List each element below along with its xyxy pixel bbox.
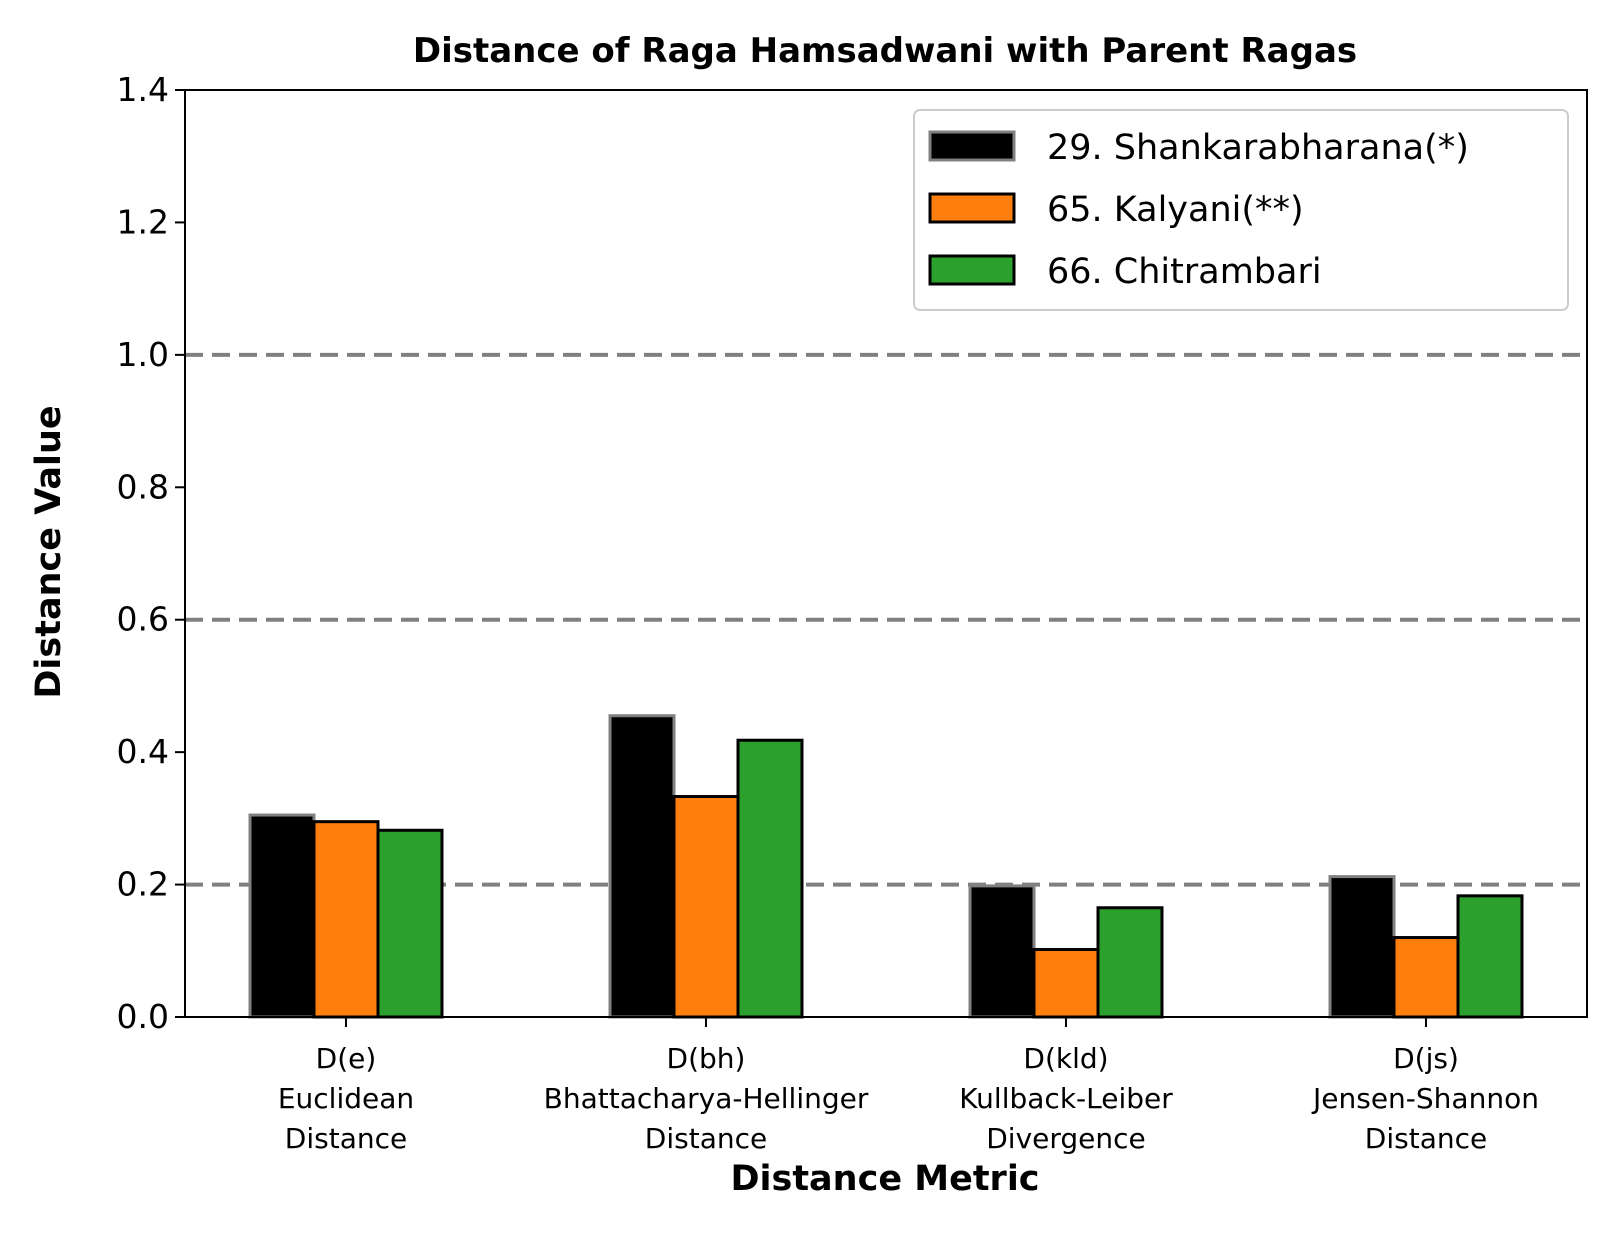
x-tick-label-2: D(kld) Kullback-Leiber Divergence <box>959 1042 1173 1155</box>
bar-series-0-cat-3 <box>1328 875 1396 1019</box>
x-tick-label-line-2-2: Divergence <box>986 1122 1146 1155</box>
x-tick-label-line-3-0: D(js) <box>1393 1042 1459 1075</box>
bar-series-0-cat-2 <box>968 884 1036 1019</box>
x-axis: D(e) Euclidean Distance D(bh) Bhattacharya-H… <box>278 1017 1539 1155</box>
bar-series-1-cat-2 <box>1032 947 1100 1019</box>
bar-series-2-cat-0 <box>376 828 444 1019</box>
x-tick-label-0: D(e) Euclidean Distance <box>278 1042 414 1155</box>
legend-label-1: 65. Kalyani(**) <box>1047 190 1304 230</box>
bar-series-1-cat-0 <box>312 820 380 1019</box>
bar-series-2-cat-1 <box>736 738 804 1019</box>
legend-swatch-1 <box>928 192 1016 224</box>
x-tick-label-line-1-1: Bhattacharya-Hellinger <box>544 1082 869 1115</box>
x-tick-label-line-2-0: D(kld) <box>1023 1042 1108 1075</box>
y-tick-label-3: 0.6 <box>117 600 169 639</box>
x-tick-label-line-2-1: Kullback-Leiber <box>959 1082 1173 1115</box>
x-tick-label-line-3-2: Distance <box>1365 1122 1487 1155</box>
bar-series-0-cat-1 <box>608 714 676 1019</box>
bar-series-2-cat-2 <box>1096 906 1164 1019</box>
bar-series-1-cat-1 <box>672 795 740 1019</box>
y-axis: 0.0 0.2 0.4 0.6 0.8 1.0 1.2 1.4 <box>117 70 185 1036</box>
bar-series-1-cat-3 <box>1392 936 1460 1019</box>
x-tick-label-line-0-2: Distance <box>285 1122 407 1155</box>
y-tick-label-5: 1.0 <box>117 335 169 374</box>
y-tick-label-2: 0.4 <box>117 732 169 771</box>
y-axis-title: Distance Value <box>29 405 69 698</box>
legend-frame <box>913 109 1569 311</box>
x-axis-title: Distance Metric <box>730 1159 1039 1199</box>
x-tick-label-line-3-1: Jensen-Shannon <box>1311 1082 1539 1115</box>
chart-title: Distance of Raga Hamsadwani with Parent … <box>413 31 1357 71</box>
y-tick-label-1: 0.2 <box>117 865 169 904</box>
legend-swatch-2 <box>928 254 1016 286</box>
x-tick-label-line-0-1: Euclidean <box>278 1082 414 1115</box>
legend-label-0: 29. Shankarabharana(*) <box>1047 128 1469 168</box>
plot-frame <box>184 89 1588 1018</box>
bar-series-2-cat-3 <box>1456 894 1524 1019</box>
legend-label-2: 66. Chitrambari <box>1047 252 1322 292</box>
y-tick-label-4: 0.8 <box>117 467 169 506</box>
legend: 29. Shankarabharana(*) 65. Kalyani(**) 66.… <box>913 109 1569 311</box>
x-tick-label-3: D(js) Jensen-Shannon Distance <box>1311 1042 1539 1155</box>
x-tick-label-line-0-0: D(e) <box>316 1042 377 1075</box>
x-tick-label-1: D(bh) Bhattacharya-Hellinger Distance <box>544 1042 869 1155</box>
x-tick-label-line-1-0: D(bh) <box>667 1042 746 1075</box>
bar-series-0-cat-0 <box>248 813 316 1019</box>
y-tick-label-6: 1.2 <box>117 202 169 241</box>
bars <box>248 714 1524 1019</box>
y-tick-label-7: 1.4 <box>117 70 169 109</box>
legend-swatch-0 <box>928 130 1016 162</box>
y-tick-label-0: 0.0 <box>117 997 169 1036</box>
reference-lines <box>185 352 1587 887</box>
x-tick-label-line-1-2: Distance <box>645 1122 767 1155</box>
